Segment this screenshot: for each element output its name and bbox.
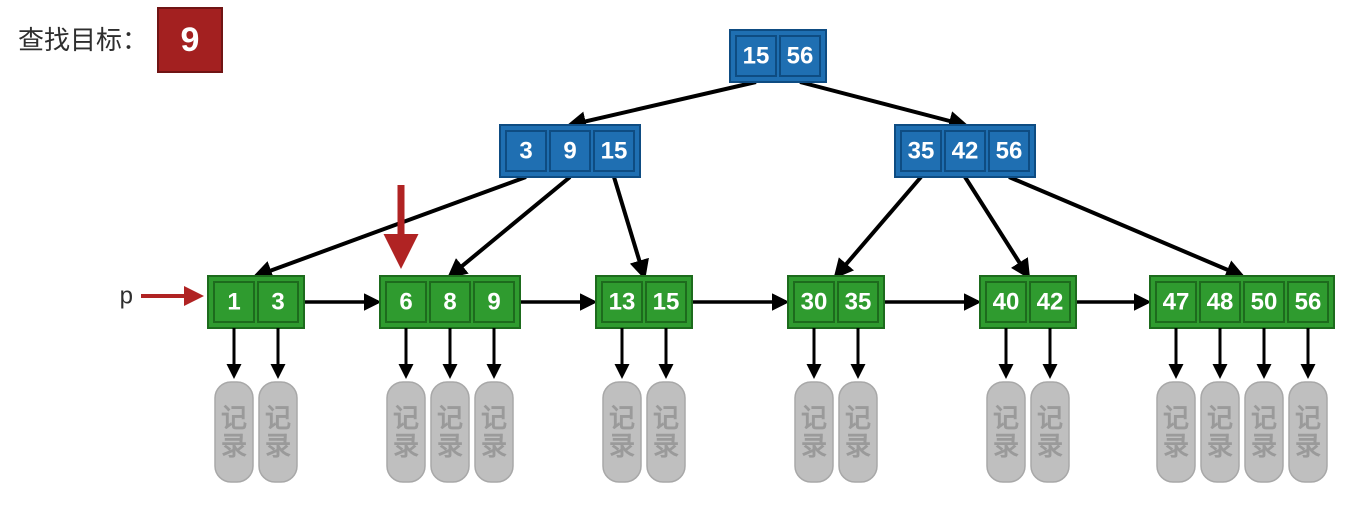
- key-value: 6: [399, 289, 412, 316]
- leaf-node: 13: [208, 276, 304, 328]
- key-value: 40: [993, 289, 1020, 316]
- leaf-node: 47 48 50 56: [1150, 276, 1334, 328]
- key-value: 15: [653, 289, 680, 316]
- key-value: 15: [601, 138, 628, 165]
- record-label: 记: [393, 403, 419, 433]
- key-value: 56: [1295, 289, 1322, 316]
- key-value: 9: [487, 289, 500, 316]
- leaf-node: 13 15: [596, 276, 692, 328]
- record-label: 记: [993, 403, 1019, 433]
- p-label: p: [120, 283, 133, 310]
- key-value: 8: [443, 289, 456, 316]
- tree-edge: [614, 177, 644, 276]
- record-label: 记: [437, 403, 463, 433]
- key-value: 56: [996, 138, 1023, 165]
- key-value: 13: [609, 289, 636, 316]
- record-label: 记: [481, 403, 507, 433]
- record-label: 录: [845, 431, 871, 461]
- key-value: 3: [519, 138, 532, 165]
- tree-edge: [836, 177, 921, 276]
- tree-edge: [570, 82, 756, 125]
- record-label: 记: [801, 403, 827, 433]
- record-label: 记: [265, 403, 291, 433]
- key-value: 9: [563, 138, 576, 165]
- internal-node: 3 9 15: [500, 125, 640, 177]
- record-label: 记: [1037, 403, 1063, 433]
- key-value: 15: [743, 43, 770, 70]
- record-label: 记: [653, 403, 679, 433]
- record-label: 录: [481, 431, 507, 461]
- tree-edge: [1009, 177, 1242, 276]
- bplus-tree-diagram: 1556391535425613记录记录689记录记录记录1315记录记录303…: [0, 0, 1364, 520]
- record-label: 录: [1251, 431, 1277, 461]
- search-target-value: 9: [181, 21, 200, 59]
- record-label: 录: [653, 431, 679, 461]
- record-label: 记: [1251, 403, 1277, 433]
- leaf-node: 6 8 9: [380, 276, 520, 328]
- record-label: 录: [221, 431, 247, 461]
- key-value: 30: [801, 289, 828, 316]
- key-value: 42: [952, 138, 979, 165]
- key-value: 48: [1207, 289, 1234, 316]
- record-label: 录: [993, 431, 1019, 461]
- key-value: 50: [1251, 289, 1278, 316]
- record-label: 记: [1163, 403, 1189, 433]
- record-label: 录: [1037, 431, 1063, 461]
- record-label: 录: [1163, 431, 1189, 461]
- record-label: 录: [1207, 431, 1233, 461]
- record-label: 记: [1207, 403, 1233, 433]
- tree-edge: [800, 82, 965, 125]
- key-value: 1: [227, 289, 240, 316]
- internal-node: 1556: [730, 30, 826, 82]
- record-label: 记: [845, 403, 871, 433]
- key-value: 47: [1163, 289, 1190, 316]
- record-label: 录: [393, 431, 419, 461]
- tree-edge: [450, 177, 570, 276]
- key-value: 56: [787, 43, 814, 70]
- record-label: 录: [801, 431, 827, 461]
- internal-node: 35 42 56: [895, 125, 1035, 177]
- record-label: 录: [437, 431, 463, 461]
- key-value: 35: [908, 138, 935, 165]
- record-label: 录: [609, 431, 635, 461]
- leaf-node: 40 42: [980, 276, 1076, 328]
- leaf-node: 30 35: [788, 276, 884, 328]
- key-value: 3: [271, 289, 284, 316]
- record-label: 记: [221, 403, 247, 433]
- key-value: 35: [845, 289, 872, 316]
- record-label: 记: [1295, 403, 1321, 433]
- tree-edge: [256, 177, 526, 276]
- key-value: 42: [1037, 289, 1064, 316]
- search-target-label: 查找目标：: [18, 25, 148, 55]
- record-label: 记: [609, 403, 635, 433]
- record-label: 录: [265, 431, 291, 461]
- record-label: 录: [1295, 431, 1321, 461]
- tree-edge: [965, 177, 1028, 276]
